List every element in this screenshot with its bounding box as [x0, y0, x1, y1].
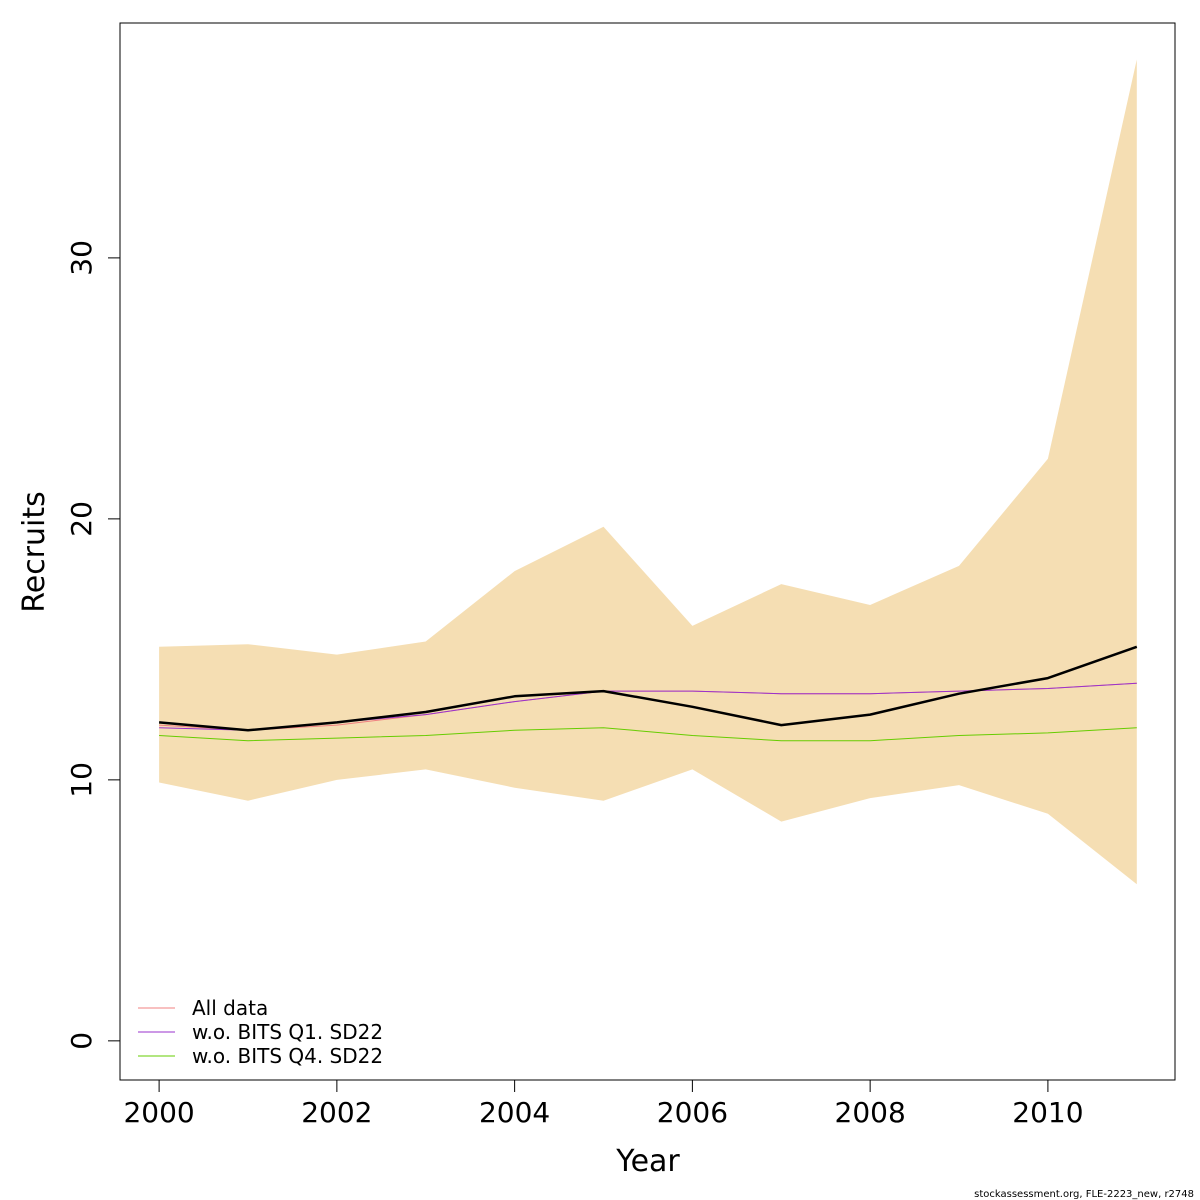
- y-tick-label: 30: [65, 240, 98, 276]
- y-tick-label: 0: [65, 1032, 98, 1050]
- plot-area: [158, 59, 1138, 885]
- footer-credit: stockassessment.org, FLE-2223_new, r2748: [974, 1189, 1194, 1200]
- y-axis: 0 10 20 30: [65, 240, 121, 1050]
- series-line-3: [159, 727, 1137, 742]
- x-axis: 2000 2002 2004 2006 2008 2010: [123, 1079, 1084, 1129]
- y-tick-label: 20: [65, 501, 98, 537]
- confidence-band: [159, 59, 1137, 885]
- main-estimate-line: [158, 645, 1138, 732]
- x-tick-label: 2004: [479, 1096, 550, 1129]
- x-axis-title: Year: [615, 1144, 680, 1179]
- y-tick-label: 10: [65, 762, 98, 798]
- legend-label: w.o. BITS Q1. SD22: [192, 1020, 383, 1044]
- x-tick-label: 2000: [123, 1096, 194, 1129]
- x-tick-label: 2006: [657, 1096, 728, 1129]
- x-tick-label: 2010: [1012, 1096, 1083, 1129]
- legend-label: w.o. BITS Q4. SD22: [192, 1044, 383, 1068]
- y-axis-title: Recruits: [17, 491, 52, 613]
- x-tick-label: 2002: [301, 1096, 372, 1129]
- legend-label: All data: [192, 996, 268, 1020]
- x-tick-label: 2008: [835, 1096, 906, 1129]
